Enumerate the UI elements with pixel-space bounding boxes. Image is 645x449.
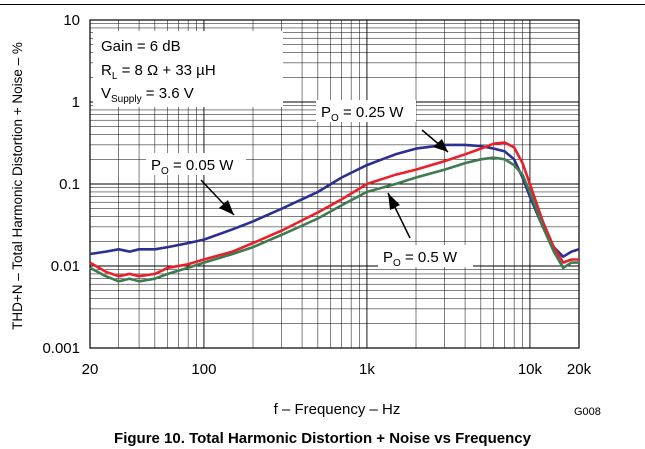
annotation-05w-bg	[378, 245, 473, 267]
annotation-005w-label: PO = 0.05 W	[151, 157, 234, 177]
annotation-05w-label: PO = 0.5 W	[383, 249, 458, 269]
x-tick-label: 10k	[518, 361, 543, 378]
series-line-2	[89, 156, 579, 283]
annotation-05w: PO = 0.5 W	[378, 192, 473, 269]
annotation-005w-arrowhead	[219, 200, 234, 215]
x-tick-label: 100	[191, 361, 216, 378]
x-tick-label: 20	[82, 361, 99, 378]
annotation-025w-label: PO = 0.25 W	[321, 104, 404, 124]
tick-labels: 20 100 1k 10k 20k 0.001 0.01 0.1 1 10	[42, 12, 591, 378]
figure-caption: Figure 10. Total Harmonic Distortion + N…	[114, 430, 531, 447]
y-axis-label: THD+N – Total Harmonic Distortion + Nois…	[10, 42, 25, 330]
annotation-025w-arrowhead	[433, 139, 448, 152]
x-tick-label: 1k	[359, 361, 375, 378]
series-line-1	[89, 141, 579, 278]
annotation-05w-arrowhead	[388, 193, 400, 210]
y-tick-label: 0.01	[51, 258, 80, 275]
y-tick-label: 0.001	[42, 340, 80, 357]
load-label: RL = 8 Ω + 33 µH	[101, 62, 216, 82]
series-line-0	[89, 143, 580, 259]
plot-frame	[89, 19, 580, 349]
annotation-005w: PO = 0.05 W	[146, 153, 246, 216]
conditions-box: Gain = 6 dB RL = 8 Ω + 33 µH VSupply = 3…	[93, 31, 283, 107]
annotation-025w-bg	[316, 100, 416, 122]
top-rule	[0, 4, 645, 5]
annotation-025w: PO = 0.25 W	[316, 100, 449, 153]
series-lines	[89, 141, 580, 283]
gain-label: Gain = 6 dB	[101, 38, 181, 55]
conditions-box-bg	[93, 31, 283, 107]
figure-id: G008	[574, 406, 601, 418]
y-tick-label: 10	[63, 12, 80, 29]
x-axis-label: f – Frequency – Hz	[274, 401, 401, 418]
y-tick-label: 0.1	[59, 176, 80, 193]
x-tick-label: 20k	[567, 361, 592, 378]
y-tick-label: 1	[72, 94, 80, 111]
thdn-chart: 20 100 1k 10k 20k 0.001 0.01 0.1 1 10 Gain = 6 dB…	[10, 12, 592, 418]
annotation-005w-bg	[146, 153, 246, 175]
supply-label: VSupply = 3.6 V	[101, 85, 194, 105]
